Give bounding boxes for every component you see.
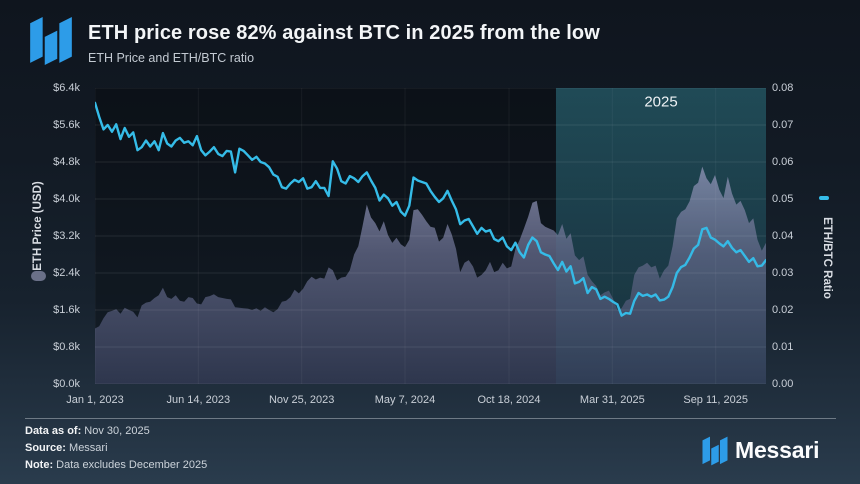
left-axis-tick-label: $0.0k bbox=[53, 378, 80, 390]
left-axis-tick-label: $5.6k bbox=[53, 119, 80, 131]
data-as-of: Data as of: Nov 30, 2025 bbox=[25, 425, 150, 437]
source-label: Source: bbox=[25, 442, 66, 454]
right-axis-tick-label: 0.01 bbox=[772, 341, 794, 353]
note: Note: Data excludes December 2025 bbox=[25, 459, 207, 471]
note-value: Data excludes December 2025 bbox=[53, 459, 208, 471]
messari-wordmark: Messari bbox=[735, 437, 820, 463]
right-axis-tick-label: 0.00 bbox=[772, 378, 794, 390]
source: Source: Messari bbox=[25, 442, 108, 454]
right-axis-tick-label: 0.04 bbox=[772, 230, 794, 242]
eth-btc-ratio-line-series bbox=[95, 101, 766, 317]
x-axis-tick-label: Sep 11, 2025 bbox=[683, 394, 748, 406]
data-as-of-label: Data as of: bbox=[25, 425, 82, 437]
left-axis-tick-label: $2.4k bbox=[53, 267, 80, 279]
right-axis-tick-label: 0.07 bbox=[772, 119, 794, 131]
x-axis-tick-label: Jun 14, 2023 bbox=[166, 394, 231, 406]
right-axis-tick-label: 0.02 bbox=[772, 304, 794, 316]
left-axis-tick-label: $6.4k bbox=[53, 82, 80, 94]
source-value: Messari bbox=[65, 442, 108, 454]
data-as-of-value: Nov 30, 2025 bbox=[81, 425, 150, 437]
messari-footer-logo-icon bbox=[702, 436, 728, 466]
highlight-2025-overlay bbox=[555, 88, 766, 384]
x-axis-tick-label: Oct 18, 2024 bbox=[477, 394, 541, 406]
footer-divider bbox=[25, 418, 836, 419]
left-axis-tick-label: $4.0k bbox=[53, 193, 80, 205]
highlight-2025-label: 2025 bbox=[644, 93, 678, 111]
x-axis-tick-label: Mar 31, 2025 bbox=[579, 394, 645, 406]
eth-price-legend-marker bbox=[31, 271, 46, 281]
messari-logo-icon bbox=[30, 17, 72, 65]
right-axis-tick-label: 0.05 bbox=[772, 193, 794, 205]
chart-subtitle: ETH Price and ETH/BTC ratio bbox=[88, 51, 255, 65]
right-axis-tick-label: 0.03 bbox=[772, 267, 794, 279]
eth-price-area-series bbox=[95, 166, 766, 384]
note-label: Note: bbox=[25, 459, 54, 471]
left-axis-tick-label: $3.2k bbox=[53, 230, 80, 242]
right-axis-tick-label: 0.08 bbox=[772, 82, 794, 94]
right-axis-title: ETH/BTC Ratio bbox=[821, 217, 833, 299]
x-axis-tick-label: Jan 1, 2023 bbox=[66, 394, 124, 406]
left-axis-tick-label: $4.8k bbox=[53, 156, 80, 168]
left-axis-tick-label: $0.8k bbox=[53, 341, 80, 353]
x-axis-tick-label: May 7, 2024 bbox=[374, 394, 436, 406]
eth-btc-ratio-legend-marker bbox=[819, 196, 829, 200]
chart-title: ETH price rose 82% against BTC in 2025 f… bbox=[88, 22, 600, 44]
chart-plot-area bbox=[95, 88, 766, 384]
right-axis-tick-label: 0.06 bbox=[772, 156, 794, 168]
x-axis-tick-label: Nov 25, 2023 bbox=[268, 394, 335, 406]
left-axis-tick-label: $1.6k bbox=[53, 304, 80, 316]
